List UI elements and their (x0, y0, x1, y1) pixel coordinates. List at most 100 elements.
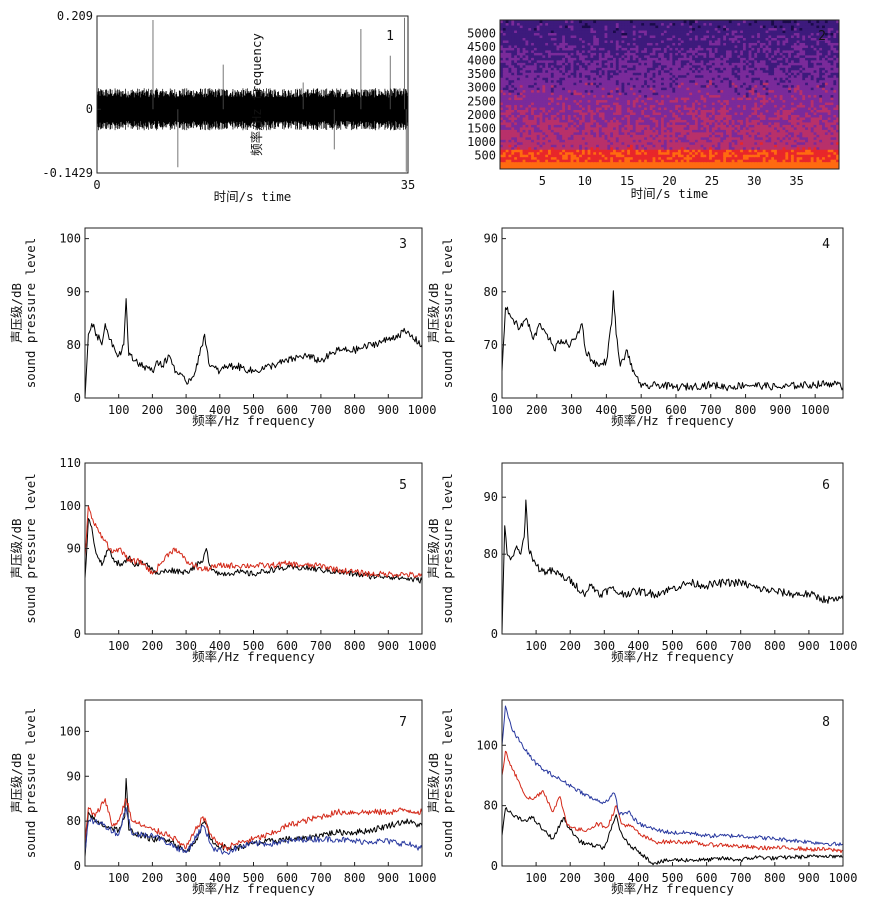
heatmap-cell (748, 89, 753, 93)
heatmap-cell (765, 141, 769, 145)
heatmap-cell (714, 114, 719, 118)
heatmap-cell (734, 67, 738, 71)
heatmap-cell (629, 136, 634, 140)
heatmap-cell (573, 114, 577, 118)
heatmap-cell (584, 89, 589, 93)
heatmap-cell (717, 96, 721, 101)
series-waveform (97, 88, 408, 131)
heatmap-cell (830, 106, 834, 110)
heatmap-cell (658, 89, 662, 93)
heatmap-cell (805, 119, 809, 123)
heatmap-cell (613, 156, 617, 160)
heatmap-cell (624, 156, 628, 160)
heatmap-cell (669, 161, 673, 165)
heatmap-cell (564, 77, 569, 81)
heatmap-cell (528, 77, 532, 81)
heatmap-cell (796, 124, 801, 128)
heatmap-cell (528, 144, 532, 148)
heatmap-cell (644, 144, 648, 148)
heatmap-cell (564, 121, 569, 125)
heatmap-cell (567, 114, 572, 118)
heatmap-cell (508, 131, 512, 135)
heatmap-cell (745, 124, 750, 128)
heatmap-cell (632, 87, 637, 91)
heatmap-cell (649, 104, 654, 108)
heatmap-cell (788, 166, 792, 169)
heatmap-cell (771, 141, 775, 145)
heatmap-cell (703, 146, 707, 150)
heatmap-cell (556, 89, 560, 93)
heatmap-cell (711, 116, 716, 120)
heatmap-cell (799, 96, 803, 101)
heatmap-cell (807, 134, 812, 138)
heatmap-cell (644, 129, 648, 133)
heatmap-cell (833, 156, 837, 160)
heatmap-cell (723, 131, 727, 135)
heatmap-cell (675, 69, 679, 73)
heatmap-cell (788, 136, 792, 140)
heatmap-cell (615, 74, 620, 78)
heatmap-cell (596, 72, 600, 76)
heatmap-cell (576, 159, 580, 163)
heatmap-cell (759, 136, 764, 140)
heatmap-cell (604, 151, 608, 155)
heatmap-cell (508, 159, 512, 163)
heatmap-cell (587, 114, 591, 118)
heatmap-cell (548, 96, 552, 101)
heatmap-cell (531, 164, 535, 168)
heatmap-cell (663, 74, 668, 78)
heatmap-cell (796, 121, 801, 125)
heatmap-cell (689, 139, 693, 143)
heatmap-cell (816, 94, 820, 98)
heatmap-cell (646, 131, 651, 135)
heatmap-cell (598, 109, 603, 113)
heatmap-cell (697, 156, 702, 160)
heatmap-cell (576, 114, 580, 118)
heatmap-cell (666, 166, 671, 169)
heatmap-cell (536, 116, 541, 120)
heatmap-cell (525, 126, 529, 130)
heatmap-cell (545, 144, 549, 148)
heatmap-cell (754, 82, 758, 86)
heatmap-cell (576, 89, 580, 93)
heatmap-cell (785, 129, 789, 133)
heatmap-cell (669, 82, 673, 86)
heatmap-cell (745, 116, 750, 120)
heatmap-cell (613, 69, 617, 73)
heatmap-cell (672, 96, 676, 101)
heatmap-cell (587, 111, 591, 115)
heatmap-cell (593, 114, 597, 118)
heatmap-cell (703, 82, 707, 86)
heatmap-cell (613, 92, 617, 96)
heatmap-cell (680, 121, 685, 125)
heatmap-cell (675, 67, 679, 71)
heatmap-cell (644, 92, 648, 96)
heatmap-cell (675, 79, 679, 83)
heatmap-cell (706, 79, 710, 83)
heatmap-cell (621, 96, 625, 101)
heatmap-cell (717, 144, 721, 148)
heatmap-cell (511, 139, 515, 143)
heatmap-cell (511, 114, 515, 118)
heatmap-cell (531, 74, 535, 78)
heatmap-cell (564, 139, 569, 143)
heatmap-cell (550, 82, 555, 86)
heatmap-cell (692, 139, 696, 143)
heatmap-cell (533, 121, 538, 125)
heatmap-cell (598, 139, 603, 143)
heatmap-cell (771, 104, 775, 108)
heatmap-cell (728, 72, 733, 76)
heatmap-cell (745, 156, 750, 160)
heatmap-cell (590, 101, 594, 106)
heatmap-cell (816, 136, 820, 140)
heatmap-cell (824, 161, 829, 165)
heatmap-cell (790, 159, 795, 163)
heatmap-cell (661, 69, 665, 73)
heatmap-cell (700, 161, 704, 165)
heatmap-cell (813, 77, 817, 81)
heatmap-cell (813, 104, 817, 108)
heatmap-cell (539, 139, 543, 143)
heatmap-cell (525, 131, 529, 135)
heatmap-cell (788, 77, 792, 81)
heatmap-cell (528, 74, 532, 78)
